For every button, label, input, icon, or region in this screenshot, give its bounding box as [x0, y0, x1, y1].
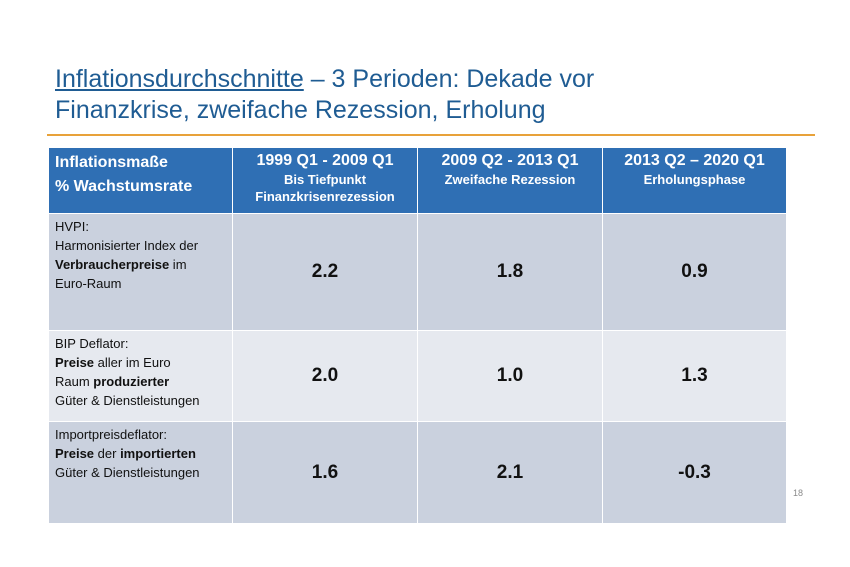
label-text: aller im Euro — [94, 355, 171, 370]
page-number: 18 — [793, 488, 804, 498]
value-cell: 1.0 — [417, 330, 603, 422]
value-cell: 2.0 — [232, 330, 418, 422]
header-measure-line2: % Wachstumsrate — [55, 178, 193, 195]
period-desc: Zweifache Rezession — [444, 172, 576, 187]
table-row-hvpi: HVPI: Harmonisierter Index der Verbrauch… — [48, 213, 787, 331]
period-desc: Bis Tiefpunkt Finanzkrisenrezession — [255, 172, 395, 204]
table-header-row: Inflationsmaße % Wachstumsrate 1999 Q1 -… — [48, 147, 787, 214]
value-cell: 1.6 — [232, 421, 418, 524]
row-label: BIP Deflator: Preise aller im Euro Raum … — [48, 330, 233, 422]
label-text: Raum — [55, 374, 94, 389]
table-row-bip-deflator: BIP Deflator: Preise aller im Euro Raum … — [48, 330, 787, 422]
inflation-table: Inflationsmaße % Wachstumsrate 1999 Q1 -… — [48, 147, 787, 524]
value-cell: 2.1 — [417, 421, 603, 524]
value-cell: 1.8 — [417, 213, 603, 331]
row-label: HVPI: Harmonisierter Index der Verbrauch… — [48, 213, 233, 331]
period-range: 2013 Q2 – 2020 Q1 — [624, 152, 765, 169]
period-range: 1999 Q1 - 2009 Q1 — [256, 152, 394, 169]
period-desc: Erholungsphase — [643, 172, 746, 187]
label-text: Importpreisdeflator: — [55, 427, 167, 442]
header-period-1: 1999 Q1 - 2009 Q1 Bis Tiefpunkt Finanzkr… — [232, 147, 418, 214]
label-bold-text: Preise — [55, 355, 95, 370]
label-text: im — [169, 257, 187, 272]
label-text: Euro-Raum — [55, 276, 122, 291]
title-divider — [47, 134, 815, 136]
value-cell: 0.9 — [602, 213, 787, 331]
header-measure-line1: Inflationsmaße — [55, 154, 168, 171]
header-period-3: 2013 Q2 – 2020 Q1 Erholungsphase — [602, 147, 787, 214]
label-text: BIP Deflator: — [55, 336, 129, 351]
label-bold-text: Preise — [55, 446, 95, 461]
header-measure: Inflationsmaße % Wachstumsrate — [48, 147, 233, 214]
label-text: Harmonisierter Index der — [55, 238, 199, 253]
title-line1-rest: – 3 Perioden: Dekade vor — [303, 65, 595, 93]
header-period-2: 2009 Q2 - 2013 Q1 Zweifache Rezession — [417, 147, 603, 214]
row-label: Importpreisdeflator: Preise der importie… — [48, 421, 233, 524]
period-range: 2009 Q2 - 2013 Q1 — [441, 152, 579, 169]
label-text: HVPI: — [55, 219, 89, 234]
value-cell: -0.3 — [602, 421, 787, 524]
label-text: Güter & Dienstleistungen — [55, 393, 200, 408]
label-bold-text: importierten — [120, 446, 196, 461]
title-underlined-term: Inflationsdurchschnitte — [55, 65, 304, 93]
label-bold-text: produzierter — [93, 374, 170, 389]
value-cell: 2.2 — [232, 213, 418, 331]
table-row-importpreisdeflator: Importpreisdeflator: Preise der importie… — [48, 421, 787, 524]
label-bold-text: Verbraucherpreise — [55, 257, 170, 272]
title-line2: Finanzkrise, zweifache Rezession, Erholu… — [55, 96, 546, 124]
label-text: Güter & Dienstleistungen — [55, 465, 200, 480]
value-cell: 1.3 — [602, 330, 787, 422]
label-text: der — [94, 446, 121, 461]
slide-title: Inflationsdurchschnitte – 3 Perioden: De… — [55, 64, 775, 126]
